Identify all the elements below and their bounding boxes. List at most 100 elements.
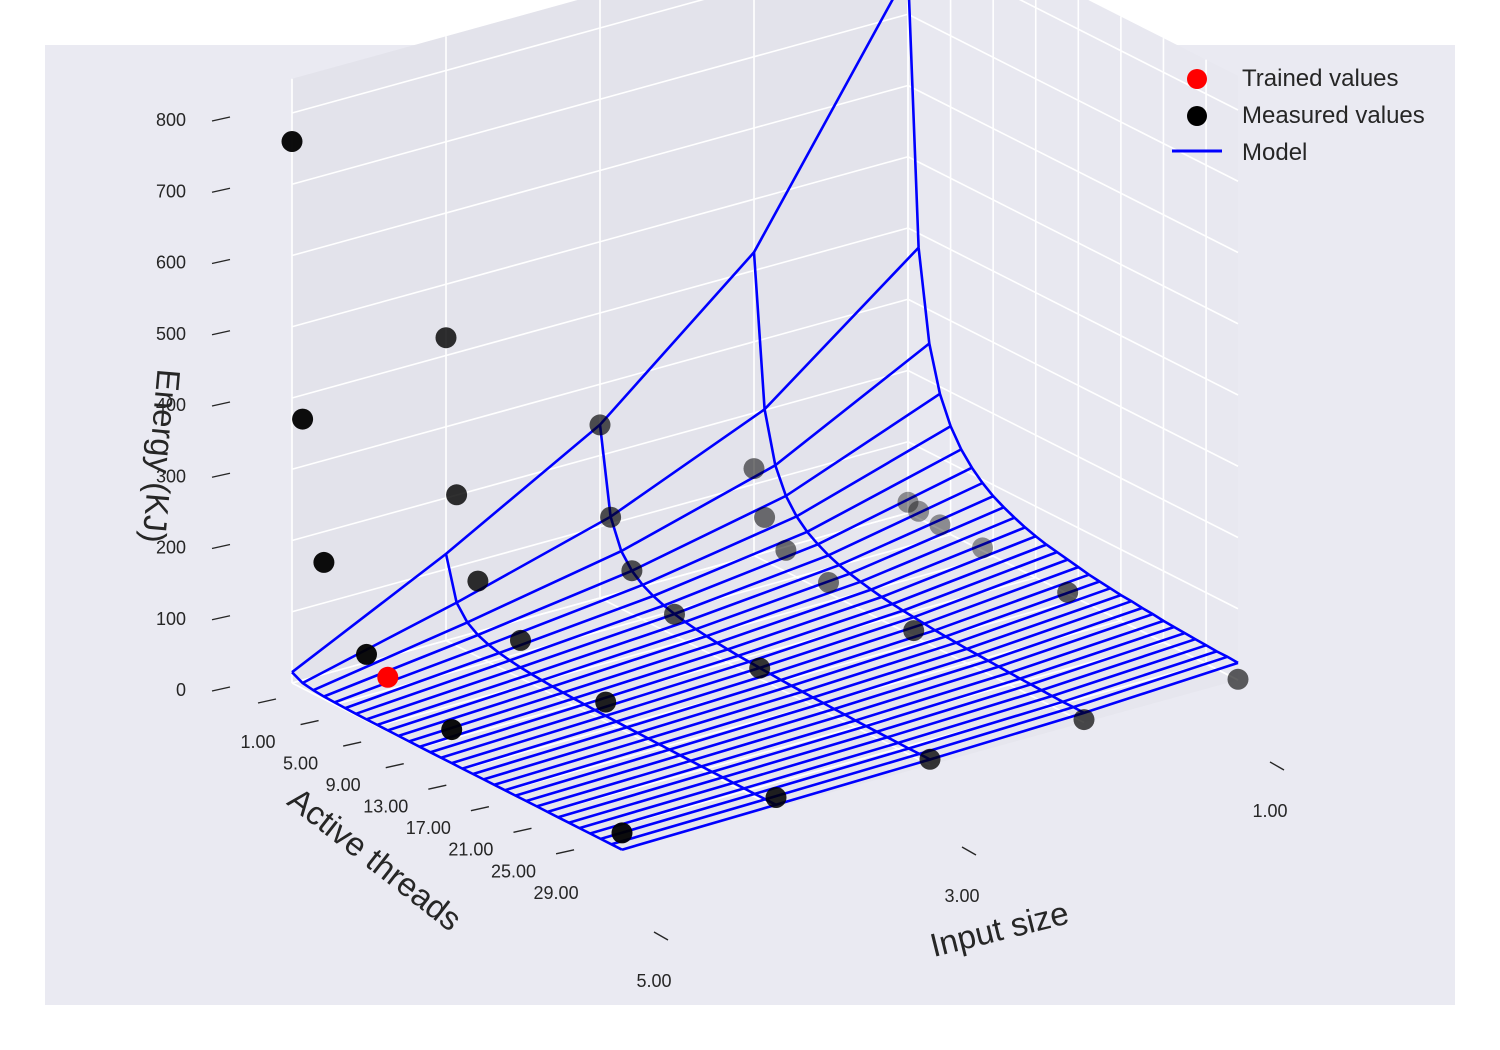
- y-tick-mark: [385, 762, 404, 769]
- x-tick-label: 5.00: [636, 971, 671, 991]
- measured-value-point: [972, 537, 993, 559]
- side-wall-grid-line: [907, 298, 1239, 467]
- back-wall-grid-line: [291, 155, 909, 328]
- back-wall-grid-line: [291, 440, 909, 613]
- model-line: [291, 671, 623, 851]
- measured-value-point: [1057, 581, 1079, 603]
- side-wall-grid-line: [1018, 0, 1239, 111]
- y-tick-mark: [300, 719, 319, 726]
- z-tick-mark: [211, 472, 231, 478]
- y-tick-mark: [555, 849, 575, 855]
- side-wall-grid-line: [907, 441, 1239, 610]
- legend-trained-marker: [1187, 69, 1207, 89]
- measured-value-point: [600, 506, 622, 528]
- z-tick-label: 800: [156, 110, 186, 130]
- measured-value-point: [775, 539, 797, 561]
- z-tick-mark: [211, 686, 231, 692]
- model-line: [752, 252, 1085, 715]
- y-tick-label: 17.00: [406, 818, 451, 838]
- floor-grid-line: [589, 663, 1207, 835]
- side-wall-pane: [908, 0, 1238, 680]
- measured-value-point: [441, 719, 463, 741]
- floor-grid-line: [599, 597, 931, 766]
- measured-value-point: [754, 506, 776, 528]
- measured-value-point: [446, 484, 468, 506]
- z-tick-label: 200: [156, 538, 186, 558]
- z-tick-mark: [211, 258, 231, 265]
- floor-grid-line: [547, 641, 1164, 814]
- side-wall-grid-line: [907, 227, 1239, 396]
- z-tick-label: 0: [176, 680, 186, 700]
- x-tick-label: 1.00: [1252, 801, 1287, 821]
- measured-value-point: [919, 748, 941, 770]
- side-wall-grid-line: [907, 13, 1239, 182]
- measured-value-point: [743, 458, 765, 480]
- measured-value-point: [510, 629, 531, 651]
- y-tick-label: 29.00: [534, 883, 579, 903]
- legend-model-label: Model: [1242, 139, 1307, 166]
- legend-measured-marker: [1187, 106, 1207, 126]
- z-tick-label: 400: [156, 395, 186, 415]
- x-tick-mark: [653, 931, 669, 941]
- z-tick-mark: [211, 615, 231, 621]
- legend-measured-label: Measured values: [1242, 102, 1425, 129]
- y-tick-label: 5.00: [283, 754, 318, 774]
- y-tick-label: 1.00: [240, 732, 275, 752]
- data-points: [281, 131, 1249, 844]
- measured-value-point: [281, 131, 303, 152]
- measured-value-point: [818, 572, 839, 593]
- y-tick-label: 21.00: [448, 840, 493, 860]
- z-tick-mark: [211, 401, 231, 407]
- measured-value-point: [1073, 709, 1095, 731]
- side-wall-grid-line: [907, 369, 1239, 539]
- measured-value-point: [929, 514, 951, 536]
- side-wall-grid-line: [907, 156, 1239, 325]
- z-tick-label: 600: [156, 253, 186, 273]
- measured-value-point: [589, 414, 611, 436]
- z-tick-label: 100: [156, 609, 186, 629]
- x-tick-mark: [961, 846, 977, 856]
- measured-value-point: [1227, 668, 1249, 690]
- y-tick-label: 13.00: [363, 797, 408, 817]
- z-tick-label: 300: [156, 466, 186, 486]
- measured-value-point: [749, 657, 771, 679]
- side-wall-grid-line: [907, 84, 1239, 254]
- axis-ticks: 0 100 200 300 400 500 600 700 800 1.00 5.00 9.0013.…: [156, 110, 1288, 991]
- measured-value-point: [908, 500, 930, 522]
- model-line: [907, 0, 1239, 665]
- y-tick-mark: [343, 741, 362, 747]
- measured-value-point: [664, 603, 685, 625]
- x-tick-mark: [1269, 761, 1285, 771]
- measured-value-point: [467, 570, 489, 592]
- measured-value-point: [903, 620, 925, 642]
- measured-value-point: [897, 491, 919, 513]
- y-tick-label: 9.00: [326, 775, 361, 795]
- measured-value-point: [356, 643, 377, 665]
- z-tick-label: 500: [156, 324, 186, 344]
- z-tick-mark: [211, 330, 231, 336]
- measured-value-point: [292, 408, 314, 430]
- measured-value-point: [313, 551, 335, 573]
- model-wireframe: [291, 0, 1239, 851]
- floor-grid-line: [376, 555, 994, 727]
- x-tick-label: 3.00: [944, 886, 979, 906]
- z-tick-mark: [211, 543, 231, 550]
- back-wall-grid-line: [291, 227, 909, 399]
- back-wall-grid-line: [291, 369, 909, 542]
- z-tick-mark: [211, 187, 231, 193]
- y-tick-label: 25.00: [491, 861, 536, 881]
- trained-value-point: [377, 666, 399, 688]
- back-wall-grid-line: [291, 84, 909, 257]
- measured-value-point: [765, 787, 787, 808]
- measured-value-point: [435, 327, 457, 349]
- legend: Trained values Measured values Model: [1172, 65, 1425, 166]
- z-tick-mark: [211, 116, 231, 122]
- measured-value-point: [611, 822, 633, 844]
- measured-value-point: [621, 560, 643, 582]
- z-tick-label: 700: [156, 181, 186, 201]
- legend-trained-label: Trained values: [1242, 65, 1399, 92]
- y-tick-mark: [257, 698, 277, 704]
- model-line: [444, 553, 777, 806]
- back-wall-grid-line: [291, 298, 909, 471]
